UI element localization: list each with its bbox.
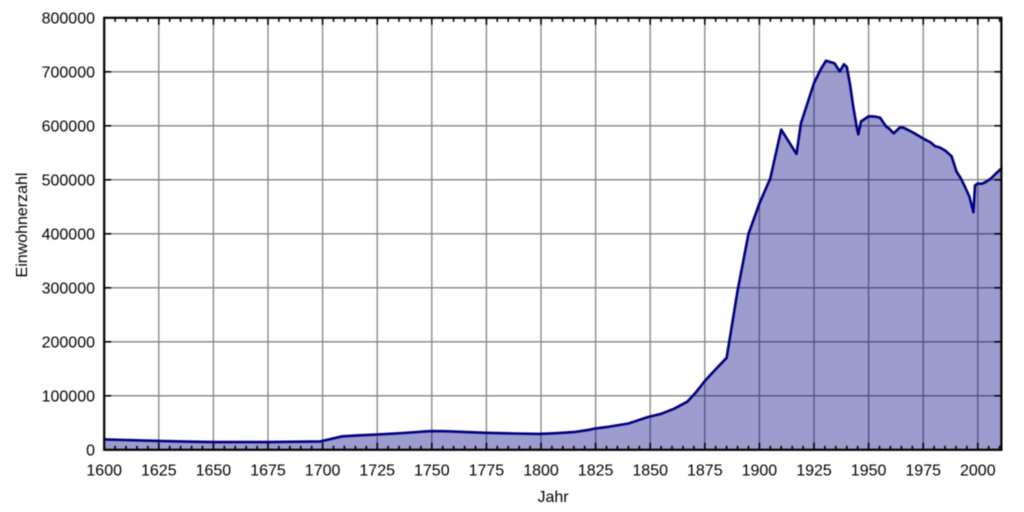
svg-text:1875: 1875 xyxy=(687,462,723,479)
svg-text:1700: 1700 xyxy=(305,462,341,479)
svg-text:1950: 1950 xyxy=(851,462,887,479)
svg-text:400000: 400000 xyxy=(42,227,95,244)
svg-text:1800: 1800 xyxy=(523,462,559,479)
svg-text:500000: 500000 xyxy=(42,173,95,190)
svg-text:1825: 1825 xyxy=(578,462,614,479)
svg-text:1750: 1750 xyxy=(414,462,450,479)
svg-text:Jahr: Jahr xyxy=(537,489,569,506)
svg-text:100000: 100000 xyxy=(42,389,95,406)
svg-text:800000: 800000 xyxy=(42,11,95,28)
svg-text:1975: 1975 xyxy=(905,462,941,479)
svg-text:0: 0 xyxy=(86,443,95,460)
svg-text:600000: 600000 xyxy=(42,119,95,136)
svg-text:1600: 1600 xyxy=(86,462,122,479)
svg-text:1925: 1925 xyxy=(796,462,832,479)
svg-text:2000: 2000 xyxy=(960,462,996,479)
svg-text:1725: 1725 xyxy=(359,462,395,479)
svg-text:Einwohnerzahl: Einwohnerzahl xyxy=(14,173,31,278)
svg-text:1850: 1850 xyxy=(632,462,668,479)
svg-text:700000: 700000 xyxy=(42,65,95,82)
svg-text:200000: 200000 xyxy=(42,335,95,352)
svg-text:1675: 1675 xyxy=(250,462,286,479)
svg-text:1775: 1775 xyxy=(469,462,505,479)
svg-text:1625: 1625 xyxy=(141,462,177,479)
svg-text:300000: 300000 xyxy=(42,281,95,298)
svg-text:1900: 1900 xyxy=(742,462,778,479)
svg-text:1650: 1650 xyxy=(196,462,232,479)
